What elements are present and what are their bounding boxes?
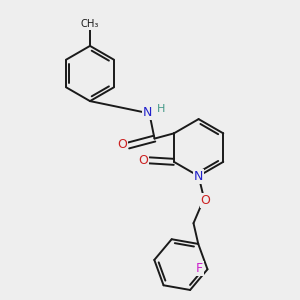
Text: CH₃: CH₃ xyxy=(81,19,99,29)
Text: N: N xyxy=(194,169,203,183)
Text: O: O xyxy=(117,138,127,152)
Text: F: F xyxy=(196,262,203,275)
Text: N: N xyxy=(142,106,152,119)
Text: H: H xyxy=(157,104,165,114)
Text: O: O xyxy=(138,154,148,167)
Text: O: O xyxy=(201,194,210,207)
